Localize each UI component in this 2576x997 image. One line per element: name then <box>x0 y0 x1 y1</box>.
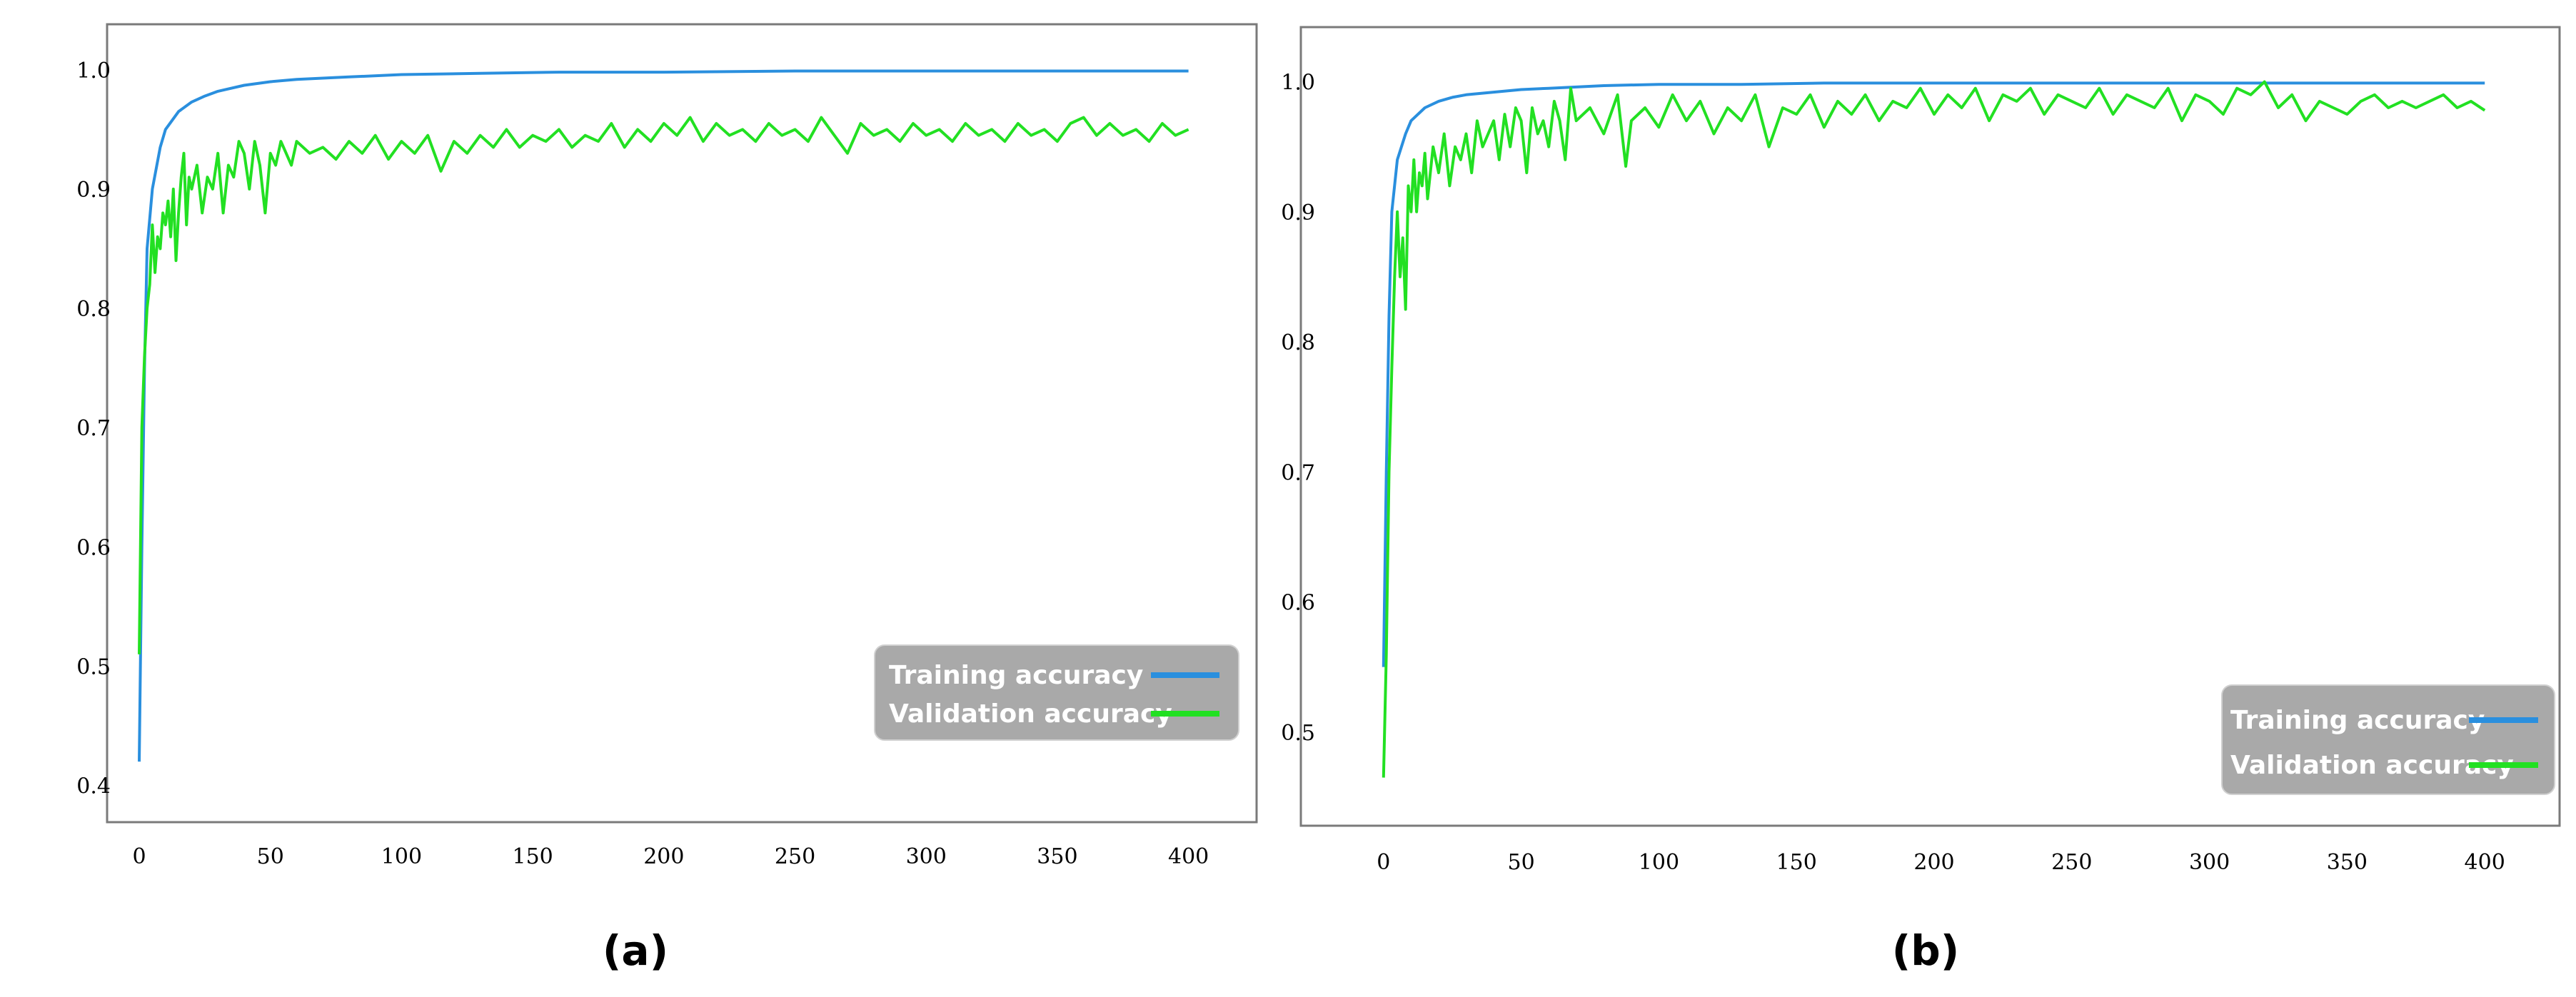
x-tick-label: 200 <box>643 844 684 869</box>
y-tick-label: 0.4 <box>76 774 111 799</box>
x-tick-label: 300 <box>2189 850 2230 875</box>
x-tick-label: 100 <box>1639 850 1679 875</box>
x-tick-label: 250 <box>775 844 815 869</box>
x-tick-label: 100 <box>381 844 422 869</box>
y-tick-label: 0.8 <box>76 297 111 322</box>
legend-label-training: Training accuracy <box>889 661 1143 690</box>
x-tick-label: 350 <box>2327 850 2368 875</box>
y-tick-label: 0.7 <box>76 416 111 441</box>
y-tick-label: 0.9 <box>76 178 111 203</box>
x-tick-label: 0 <box>132 844 146 869</box>
x-tick-label: 0 <box>1377 850 1390 875</box>
legend-label-validation: Validation accuracy <box>2230 751 2514 780</box>
y-tick-label: 0.8 <box>1281 330 1315 355</box>
x-tick-label: 300 <box>906 844 947 869</box>
legend-box <box>874 644 1239 741</box>
x-tick-label: 400 <box>2465 850 2505 875</box>
legend: Training accuracy Validation accuracy <box>874 644 1239 741</box>
chart-panel-a: 0.4 0.5 0.6 0.7 0.8 0.9 1.0 0 50 100 150 200 250 300 3… <box>76 23 1258 975</box>
validation-accuracy-line <box>1382 80 2486 778</box>
legend-label-training: Training accuracy <box>2230 706 2485 735</box>
x-tick-label: 250 <box>2051 850 2092 875</box>
y-tick-label: 0.7 <box>1281 460 1315 485</box>
x-tick-label: 200 <box>1913 850 1954 875</box>
training-accuracy-line <box>1382 81 2485 667</box>
y-tick-label: 1.0 <box>76 59 111 83</box>
x-tick-label: 150 <box>1776 850 1817 875</box>
y-tick-label: 0.6 <box>76 535 111 560</box>
y-tick-label: 1.0 <box>1281 71 1315 96</box>
chart-panel-b: 0.5 0.6 0.7 0.8 0.9 1.0 0 50 100 150 200 250 300 350 4… <box>1281 26 2561 975</box>
legend-label-validation: Validation accuracy <box>889 699 1172 729</box>
x-tick-label: 150 <box>512 844 553 869</box>
x-tick-label: 350 <box>1037 844 1077 869</box>
training-accuracy-line <box>138 69 1189 762</box>
validation-accuracy-line <box>138 116 1189 654</box>
y-tick-label: 0.9 <box>1281 201 1315 226</box>
x-tick-label: 400 <box>1168 844 1209 869</box>
y-tick-label: 0.5 <box>1281 721 1315 746</box>
y-tick-label: 0.6 <box>1281 591 1315 616</box>
x-tick-label: 50 <box>1508 850 1535 875</box>
x-tick-label: 50 <box>257 844 284 869</box>
panel-label: (b) <box>1892 926 1960 975</box>
legend: Training accuracy Validation accuracy <box>2221 684 2555 795</box>
panel-label: (a) <box>603 926 668 975</box>
y-tick-label: 0.5 <box>76 655 111 680</box>
